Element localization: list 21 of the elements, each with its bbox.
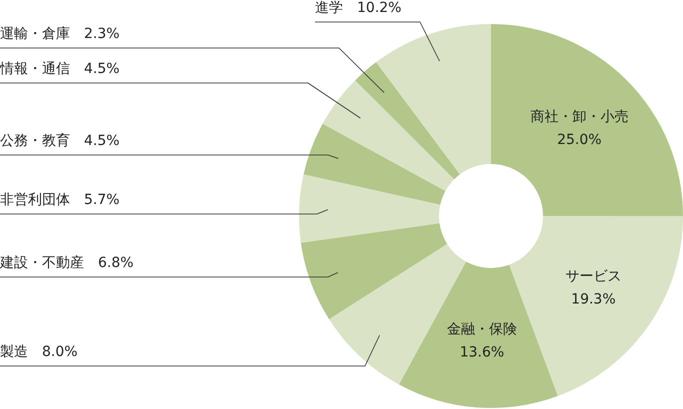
slice-label: 情報・通信 4.5% (0, 61, 120, 77)
donut-slice (355, 62, 460, 180)
slice-label: 建設・不動産 6.8% (0, 255, 134, 271)
data-label: 19.3% (571, 291, 616, 308)
data-label: 13.6% (460, 344, 504, 360)
slice-label: 金融・保険 (446, 321, 517, 338)
donut-slice (491, 24, 683, 216)
donut-slice (299, 174, 440, 243)
slice-label: 商社・卸・小売 (530, 108, 628, 125)
slice-label: 進学 10.2% (315, 0, 402, 16)
donut-slice (300, 223, 448, 320)
slice-label: 運輸・倉庫 2.3% (0, 26, 120, 42)
donut-slice (376, 24, 491, 174)
donut-slice (322, 80, 454, 191)
donut-slice (398, 262, 558, 408)
data-label: 25.0% (557, 132, 602, 148)
slice-label: サービス (565, 268, 622, 284)
donut-slice (304, 124, 446, 205)
slice-label: 非営利団体 5.7% (0, 192, 120, 208)
slice-label: 公務・教育 4.5% (0, 132, 120, 149)
slice-label: 製造 8.0% (0, 344, 78, 360)
